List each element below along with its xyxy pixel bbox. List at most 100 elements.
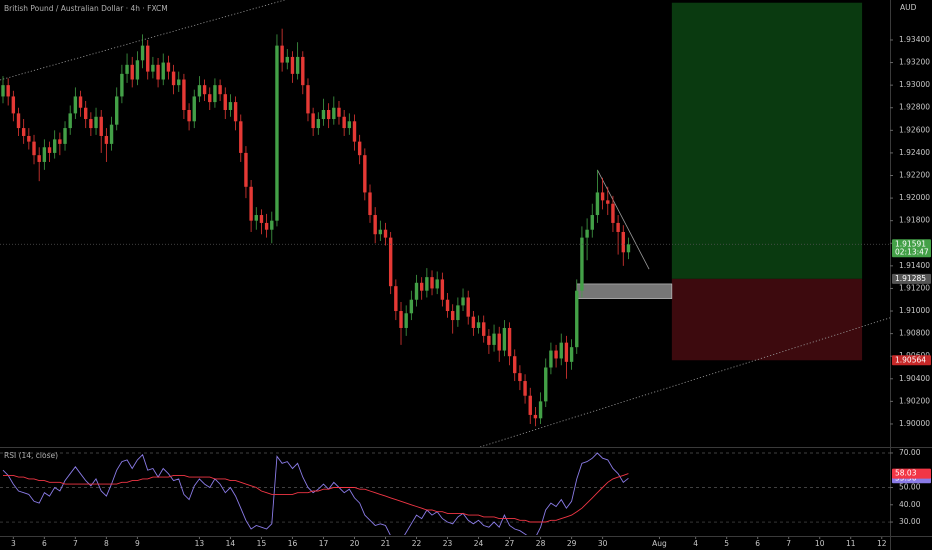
x-tick-label: 29: [567, 539, 577, 548]
candle-body: [626, 244, 631, 253]
candle-body: [357, 141, 362, 156]
candle-body: [621, 231, 625, 253]
candle-body: [135, 60, 140, 80]
candle-body: [109, 124, 114, 144]
trend-line: [597, 169, 650, 270]
candle-body: [363, 155, 367, 193]
candle-body: [306, 85, 310, 114]
x-tick-label: 13: [195, 539, 205, 548]
y-tick-label: 1.90800: [899, 329, 930, 338]
countdown-label: 02:13:47: [895, 247, 929, 256]
x-tick-label: 7: [786, 539, 791, 548]
candle-body: [378, 229, 383, 235]
y-tick-label: 1.93400: [899, 35, 930, 44]
x-tick-label: 6: [42, 539, 47, 548]
candle-body: [120, 73, 124, 97]
candle-body: [445, 299, 450, 312]
y-tick-label: 1.92600: [899, 125, 930, 134]
candle-body: [337, 107, 341, 117]
candle-body: [182, 79, 186, 110]
candle-body: [197, 85, 202, 97]
candle-body: [218, 85, 222, 95]
candle-body: [27, 135, 31, 142]
price-label: 1.91591: [895, 239, 926, 248]
candle-body: [125, 64, 129, 74]
x-tick-label: 12: [877, 539, 887, 548]
candle-body: [332, 107, 336, 120]
x-tick-label: 15: [257, 539, 267, 548]
candle-body: [104, 135, 109, 144]
loss-zone: [671, 278, 863, 361]
x-tick-label: 9: [135, 539, 140, 548]
price-label: 1.90564: [895, 355, 926, 364]
y-tick-label: 70.00: [899, 448, 921, 457]
candle-body: [456, 305, 460, 321]
candle-body: [32, 141, 36, 156]
y-tick-label: 1.91800: [899, 216, 930, 225]
candle-body: [295, 56, 300, 74]
candle-body: [78, 96, 83, 108]
candle-body: [316, 119, 321, 129]
candle-body: [84, 107, 88, 120]
value-label-box: [892, 468, 931, 479]
y-tick-label: 1.90200: [899, 396, 930, 405]
candle-body: [63, 128, 67, 144]
candle-body: [280, 45, 284, 63]
x-tick-label: 21: [381, 539, 391, 548]
x-tick-label: 23: [443, 539, 453, 548]
candle-body: [52, 139, 57, 153]
candle-body: [6, 85, 10, 97]
price-zone: [576, 283, 673, 299]
price-label: 1.91285: [895, 274, 926, 283]
candle-body: [140, 45, 145, 61]
candle-body: [249, 186, 253, 221]
candle-body: [73, 96, 78, 114]
candle-body: [42, 147, 47, 162]
candle-body: [559, 342, 563, 359]
candle-body: [254, 215, 258, 221]
candle-body: [166, 62, 171, 72]
candle-body: [409, 299, 414, 314]
candle-body: [68, 113, 72, 129]
candle-body: [564, 342, 569, 362]
candle-body: [177, 79, 181, 86]
trend-line: [479, 317, 890, 447]
candle-body: [590, 215, 594, 230]
candle-body: [606, 200, 610, 204]
y-tick-label: 30.00: [899, 517, 921, 526]
candle-body: [388, 237, 393, 287]
candle-body: [233, 102, 238, 122]
candle-body: [595, 192, 600, 216]
candle-body: [321, 109, 326, 120]
candle-body: [146, 45, 150, 72]
x-tick-label: 30: [598, 539, 608, 548]
y-tick-label: 1.92800: [899, 103, 930, 112]
candle-body: [290, 56, 295, 74]
candle-body: [1, 85, 5, 97]
candle-body: [616, 222, 620, 232]
x-tick-label: 24: [474, 539, 484, 548]
candle-body: [404, 313, 408, 328]
candle-body: [151, 64, 155, 72]
x-tick-label: 14: [226, 539, 236, 548]
x-tick-label: 22: [412, 539, 422, 548]
x-tick-label: 20: [350, 539, 360, 548]
candle-body: [471, 316, 476, 328]
candle-body: [502, 327, 507, 351]
x-tick-label: 28: [536, 539, 546, 548]
candle-body: [47, 147, 52, 153]
candle-body: [342, 116, 346, 129]
profit-zone: [671, 2, 863, 279]
candle-body: [554, 350, 558, 359]
candle-body: [507, 327, 512, 357]
candle-body: [202, 85, 207, 95]
candle-body: [285, 56, 289, 63]
candle-body: [130, 64, 134, 80]
candle-body: [466, 297, 470, 317]
x-tick-label: 11: [846, 539, 856, 548]
candle-body: [21, 128, 26, 136]
candle-body: [171, 71, 176, 86]
price-label-box: [892, 355, 931, 366]
